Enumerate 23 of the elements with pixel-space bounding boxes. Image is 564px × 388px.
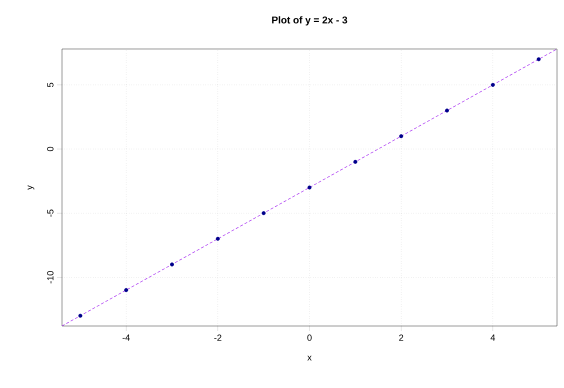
point xyxy=(536,57,541,62)
x-tick-label: 2 xyxy=(399,334,404,341)
point xyxy=(445,108,449,113)
y-tick-label: 5 xyxy=(47,82,54,88)
y-tick-label: -10 xyxy=(47,271,54,284)
x-tick-label: 0 xyxy=(307,334,312,341)
y-tick-label: -5 xyxy=(47,210,54,217)
chart-title: Plot of y = 2x - 3 xyxy=(272,16,348,26)
point xyxy=(353,160,358,164)
y-axis-title: y xyxy=(28,185,34,190)
x-tick-label: -2 xyxy=(214,334,222,341)
y-tick-label: 0 xyxy=(47,146,54,152)
x-axis-title: x xyxy=(307,356,312,360)
point xyxy=(308,186,312,190)
point xyxy=(124,288,128,292)
point xyxy=(262,211,266,216)
point xyxy=(490,82,495,87)
point xyxy=(216,236,220,241)
x-tick-label: -4 xyxy=(122,334,130,341)
x-tick-label: 4 xyxy=(490,334,496,341)
point xyxy=(78,314,82,318)
point xyxy=(399,134,404,138)
point xyxy=(170,262,174,266)
